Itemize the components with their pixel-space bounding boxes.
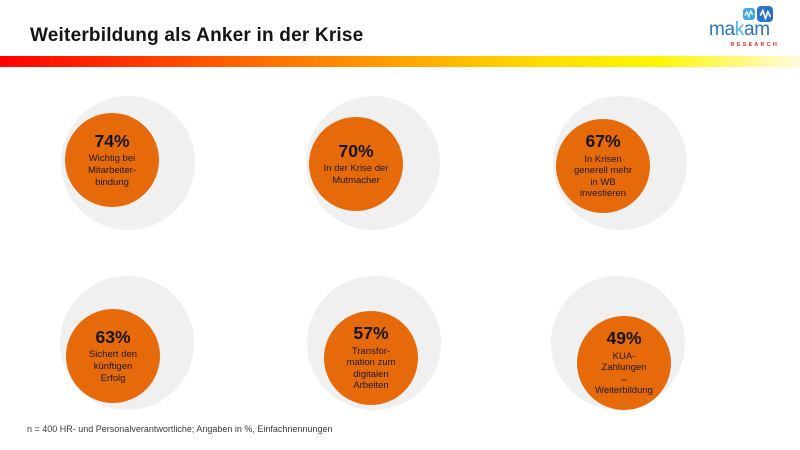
stat-bubble-kuenftiger-erfolg: 63% Sichert den künftigen Erfolg — [60, 276, 194, 410]
makam-research-logo: makam RESEARCH — [703, 6, 785, 51]
logo-waveform-icon-small — [743, 8, 755, 20]
stat-label: In Krisen generell mehr in WB investiere… — [573, 153, 633, 200]
bubble-value-circle: 74% Wichtig bei Mitarbeiter- bindung — [65, 113, 159, 207]
bubble-value-circle: 70% In der Krise der Mutmacher — [309, 117, 403, 211]
logo-word-part3: am — [744, 19, 770, 40]
stat-label: Wichtig bei Mitarbeiter- bindung — [87, 153, 137, 188]
stat-label: Transfor- mation zum digitalen Arbeiten — [346, 345, 396, 392]
stat-bubble-digitale-transformation: 57% Transfor- mation zum digitalen Arbei… — [307, 276, 441, 410]
stat-bubble-wb-investieren: 67% In Krisen generell mehr in WB invest… — [553, 96, 687, 230]
stat-value: 70% — [338, 140, 374, 161]
logo-word-part1: ma — [709, 19, 735, 40]
stat-label: In der Krise der Mutmacher — [323, 163, 389, 186]
logo-word-part2: k — [734, 19, 745, 40]
logo-subtitle: RESEARCH — [730, 42, 779, 48]
stat-label: KUA- Zahlungen ⇔ Weiterbildung — [595, 350, 653, 397]
stat-bubble-mutmacher: 70% In der Krise der Mutmacher — [306, 96, 440, 230]
logo-waveform-icon-large — [757, 6, 773, 22]
bubble-value-circle: 57% Transfor- mation zum digitalen Arbei… — [324, 311, 418, 405]
stat-value: 74% — [94, 130, 130, 151]
footnote: n = 400 HR- und Personalverantwortliche;… — [27, 424, 333, 434]
page-title: Weiterbildung als Anker in der Krise — [30, 24, 364, 46]
bubble-value-circle: 49% KUA- Zahlungen ⇔ Weiterbildung — [577, 316, 671, 410]
stat-label: Sichert den künftigen Erfolg — [88, 349, 138, 384]
stat-value: 63% — [95, 326, 131, 347]
bubble-value-circle: 67% In Krisen generell mehr in WB invest… — [556, 119, 650, 213]
stat-bubble-kua-zahlungen: 49% KUA- Zahlungen ⇔ Weiterbildung — [551, 276, 685, 410]
logo-wordmark: makam — [709, 20, 770, 39]
bubble-value-circle: 63% Sichert den künftigen Erfolg — [66, 309, 160, 403]
stat-value: 49% — [606, 328, 642, 349]
stat-value: 67% — [585, 131, 621, 152]
stat-value: 57% — [353, 323, 389, 344]
divider-gradient-bar — [0, 56, 800, 67]
stat-bubble-mitarbeiterbindung: 74% Wichtig bei Mitarbeiter- bindung — [61, 96, 195, 230]
